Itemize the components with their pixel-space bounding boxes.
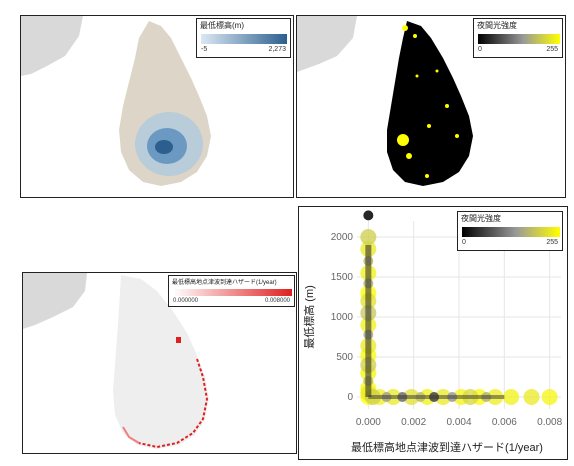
nightlight-legend-max: 255 <box>546 46 558 53</box>
x-tick-label: 0.004 <box>446 417 471 428</box>
tsunami-legend-bar <box>173 289 292 296</box>
elevation-legend-bar <box>201 34 287 44</box>
light-cluster-colombo <box>397 134 409 146</box>
light-cluster <box>427 124 431 128</box>
sri-lanka-land <box>113 275 209 449</box>
elevation-legend-max: 2,273 <box>268 46 286 53</box>
sri-lanka-land <box>387 21 473 186</box>
tsunami-legend-title: 最低標高地点津波到達ハザード(1/year) <box>172 280 277 286</box>
tsunami-hazard-map <box>23 273 209 449</box>
nightlight-map <box>297 16 473 186</box>
x-tick-labels: 0.000 0.002 0.004 0.006 0.008 <box>356 417 563 428</box>
scatter-point <box>363 210 374 221</box>
light-cluster <box>402 25 408 31</box>
scatter-point <box>523 389 540 405</box>
nightlight-legend-title: 夜間光強度 <box>477 21 517 30</box>
x-tick-label: 0.000 <box>356 417 381 428</box>
y-axis-label: 最低標高 (m) <box>302 285 316 349</box>
scatter-legend-max: 255 <box>546 239 558 246</box>
elevation-legend-title: 最低標高(m) <box>200 21 244 30</box>
x-tick-label: 0.006 <box>492 417 517 428</box>
scatter-point <box>360 229 377 245</box>
hazard-coast-south <box>122 426 140 444</box>
elevation-map-panel: 最低標高(m) -5 2,273 <box>20 15 294 198</box>
scatter-plot: 0.000 0.002 0.004 0.006 0.008 0 500 1000 1500 20… <box>302 210 563 454</box>
tsunami-legend-min: 0.000000 <box>173 298 199 304</box>
elevation-legend: 最低標高(m) -5 2,273 <box>196 18 291 58</box>
x-axis-label: 最低標高地点津波到達ハザード(1/year) <box>351 440 543 454</box>
x-tick-label: 0.002 <box>401 417 426 428</box>
y-tick-labels: 0 500 1000 1500 2000 <box>331 232 354 403</box>
india-coast <box>21 16 83 76</box>
light-cluster <box>415 74 419 78</box>
x-tick-label: 0.008 <box>537 417 562 428</box>
light-cluster <box>406 153 412 159</box>
scatter-point <box>503 389 520 405</box>
scatter-legend: 夜間光強度 0 255 <box>457 211 563 251</box>
scatter-legend-bar <box>462 227 560 237</box>
nightlight-legend: 夜間光強度 0 255 <box>473 18 563 58</box>
scatter-points <box>360 210 558 405</box>
scatter-legend-min: 0 <box>462 239 466 246</box>
y-tick-label: 2000 <box>331 232 354 243</box>
highland-peak <box>155 140 173 154</box>
light-cluster <box>425 174 429 178</box>
elevation-legend-min: -5 <box>201 46 208 53</box>
scatter-point <box>541 389 558 405</box>
light-cluster <box>435 69 439 73</box>
tsunami-legend: 最低標高地点津波到達ハザード(1/year) 0.000000 0.008000 <box>168 275 295 307</box>
scatter-legend-title: 夜間光強度 <box>461 214 501 223</box>
light-cluster <box>445 104 449 108</box>
scatter-panel: 0.000 0.002 0.004 0.006 0.008 0 500 1000 1500 20… <box>298 206 568 460</box>
y-tick-label: 0 <box>347 392 353 403</box>
hazard-hotspot <box>176 337 181 343</box>
india-coast <box>297 16 357 72</box>
elevation-map <box>21 16 211 186</box>
nightlight-legend-bar <box>478 34 560 44</box>
tsunami-legend-max: 0.008000 <box>264 298 290 304</box>
y-tick-label: 500 <box>336 352 353 363</box>
nightlight-map-panel: 夜間光強度 0 255 <box>296 15 566 198</box>
light-cluster <box>455 134 459 138</box>
y-tick-label: 1500 <box>331 272 354 283</box>
india-coast <box>23 273 87 329</box>
light-cluster <box>413 34 417 38</box>
tsunami-hazard-map-panel: 最低標高地点津波到達ハザード(1/year) 0.000000 0.008000 <box>22 272 297 454</box>
y-tick-label: 1000 <box>331 312 354 323</box>
hazard-coast-east <box>138 358 209 449</box>
dense-point-column <box>365 245 372 397</box>
nightlight-legend-min: 0 <box>478 46 482 53</box>
dense-point-row <box>368 395 505 399</box>
